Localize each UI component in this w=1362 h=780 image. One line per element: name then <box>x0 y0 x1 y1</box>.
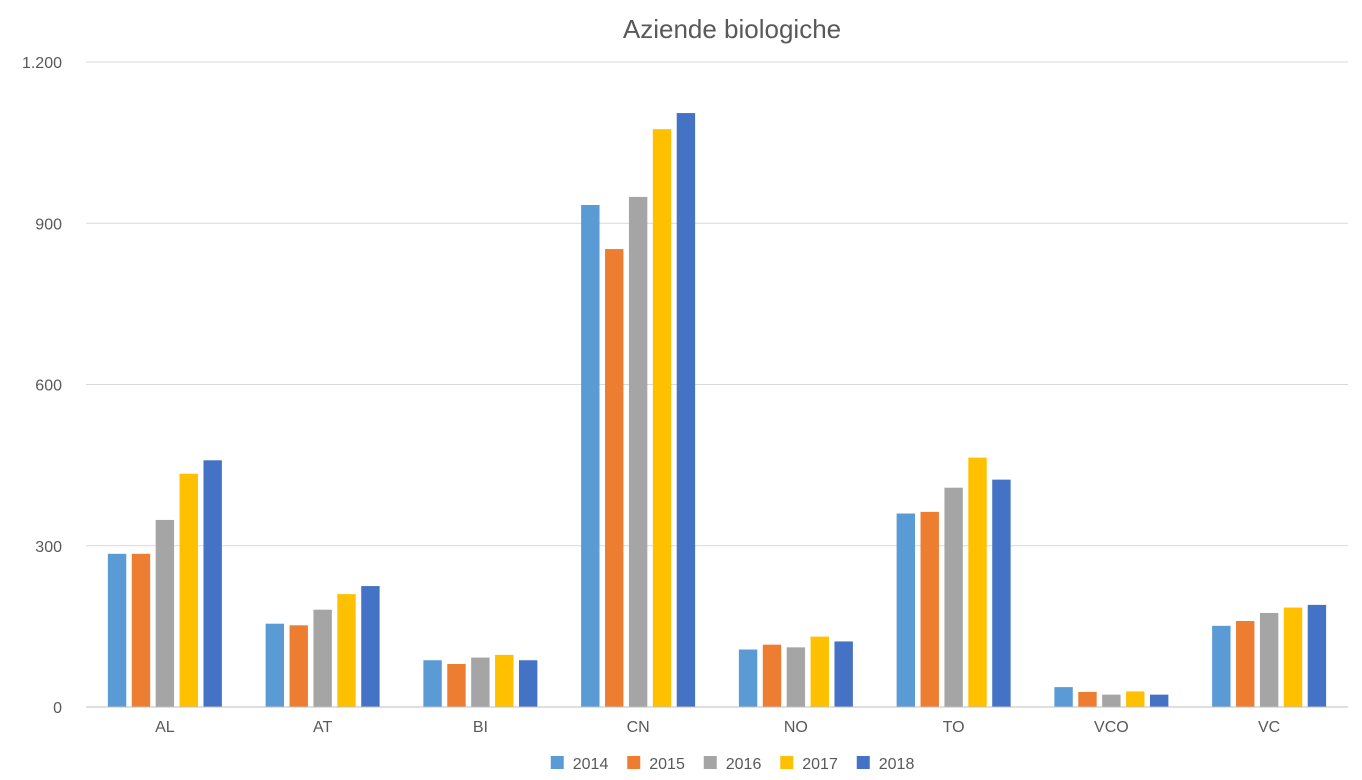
bar-AT-2017 <box>337 594 356 707</box>
gridlines <box>86 61 1348 547</box>
bar-TO-2018 <box>992 479 1011 707</box>
x-tick-label: VC <box>1258 719 1280 736</box>
bar-VCO-2017 <box>1126 691 1145 707</box>
bar-VC-2018 <box>1307 604 1327 707</box>
bar-AL-2015 <box>131 553 151 707</box>
bar-AT-2018 <box>361 586 380 707</box>
bar-VC-2015 <box>1236 621 1255 707</box>
bar-BI-2016 <box>471 657 490 707</box>
legend-swatch <box>856 756 870 769</box>
bar-VCO-2018 <box>1149 694 1169 707</box>
legend-label: 2014 <box>573 756 609 773</box>
legend-item-2018: 2018 <box>856 756 915 773</box>
bar-AL-2014 <box>107 553 127 707</box>
bar-AL-2016 <box>155 519 175 707</box>
x-tick-label: TO <box>943 719 965 736</box>
x-tick-label: NO <box>784 719 808 736</box>
y-tick-label: 300 <box>35 539 62 556</box>
bar-AT-2016 <box>313 609 332 707</box>
bar-NO-2017 <box>810 636 829 707</box>
bar-CN-2017 <box>652 129 672 707</box>
y-tick-label: 1.200 <box>22 55 62 72</box>
bar-BI-2017 <box>495 654 514 707</box>
bar-VC-2017 <box>1283 607 1303 707</box>
bar-CN-2015 <box>605 249 624 708</box>
y-axis-ticks: 0 300 600 900 1.200 <box>22 55 62 717</box>
legend-swatch <box>550 756 564 769</box>
bar-VC-2016 <box>1259 612 1279 707</box>
bar-BI-2015 <box>447 664 466 707</box>
bar-NO-2016 <box>786 647 806 707</box>
bar-NO-2014 <box>738 649 758 707</box>
legend-label: 2016 <box>726 756 762 773</box>
bar-CN-2014 <box>581 204 600 707</box>
bar-AT-2015 <box>289 625 308 707</box>
chart-title: Aziende biologiche <box>623 14 841 44</box>
x-tick-label: AL <box>155 719 175 736</box>
y-tick-label: 900 <box>35 216 62 233</box>
x-tick-label: VCO <box>1094 719 1129 736</box>
legend-item-2017: 2017 <box>780 756 838 773</box>
legend-label: 2018 <box>879 756 915 773</box>
x-tick-label: AT <box>313 719 332 736</box>
bars <box>107 113 1327 708</box>
legend-swatch <box>627 756 641 769</box>
bar-AL-2017 <box>179 473 198 707</box>
bar-TO-2016 <box>944 487 963 707</box>
legend-swatch <box>780 756 794 769</box>
legend-item-2014: 2014 <box>550 756 609 773</box>
legend-label: 2015 <box>649 756 685 773</box>
bar-VCO-2016 <box>1102 694 1121 707</box>
legend-item-2015: 2015 <box>627 756 685 773</box>
bar-NO-2018 <box>834 641 853 707</box>
y-tick-label: 600 <box>35 378 62 395</box>
bar-VCO-2015 <box>1078 691 1097 707</box>
bar-CN-2018 <box>676 113 696 707</box>
y-tick-label: 0 <box>53 700 62 717</box>
bar-AL-2018 <box>203 460 222 707</box>
legend-item-2016: 2016 <box>703 756 762 773</box>
bar-TO-2015 <box>920 511 939 707</box>
legend-label: 2017 <box>802 756 838 773</box>
bar-CN-2016 <box>628 196 648 707</box>
bar-BI-2014 <box>423 660 442 707</box>
bar-NO-2015 <box>762 644 782 707</box>
bar-TO-2014 <box>896 513 916 707</box>
x-tick-label: BI <box>473 719 488 736</box>
bar-TO-2017 <box>968 457 987 707</box>
bar-BI-2018 <box>518 660 538 707</box>
x-tick-label: CN <box>627 719 650 736</box>
legend: 2014 2015 2016 2017 2018 <box>550 756 915 773</box>
bar-VC-2014 <box>1212 625 1231 707</box>
bar-VCO-2014 <box>1054 687 1073 707</box>
bar-AT-2014 <box>265 623 285 707</box>
x-axis-ticks: AL AT BI CN NO TO VCO VC <box>155 719 1280 736</box>
legend-swatch <box>703 756 717 769</box>
